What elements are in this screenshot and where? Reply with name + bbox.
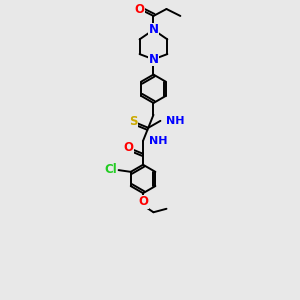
Text: NH: NH <box>167 116 185 126</box>
Text: O: O <box>135 2 145 16</box>
Text: NH: NH <box>149 136 168 146</box>
Text: Cl: Cl <box>104 163 117 176</box>
Text: N: N <box>148 23 158 36</box>
Text: N: N <box>148 53 158 66</box>
Text: O: O <box>138 195 148 208</box>
Text: O: O <box>123 141 133 154</box>
Text: S: S <box>129 115 138 128</box>
